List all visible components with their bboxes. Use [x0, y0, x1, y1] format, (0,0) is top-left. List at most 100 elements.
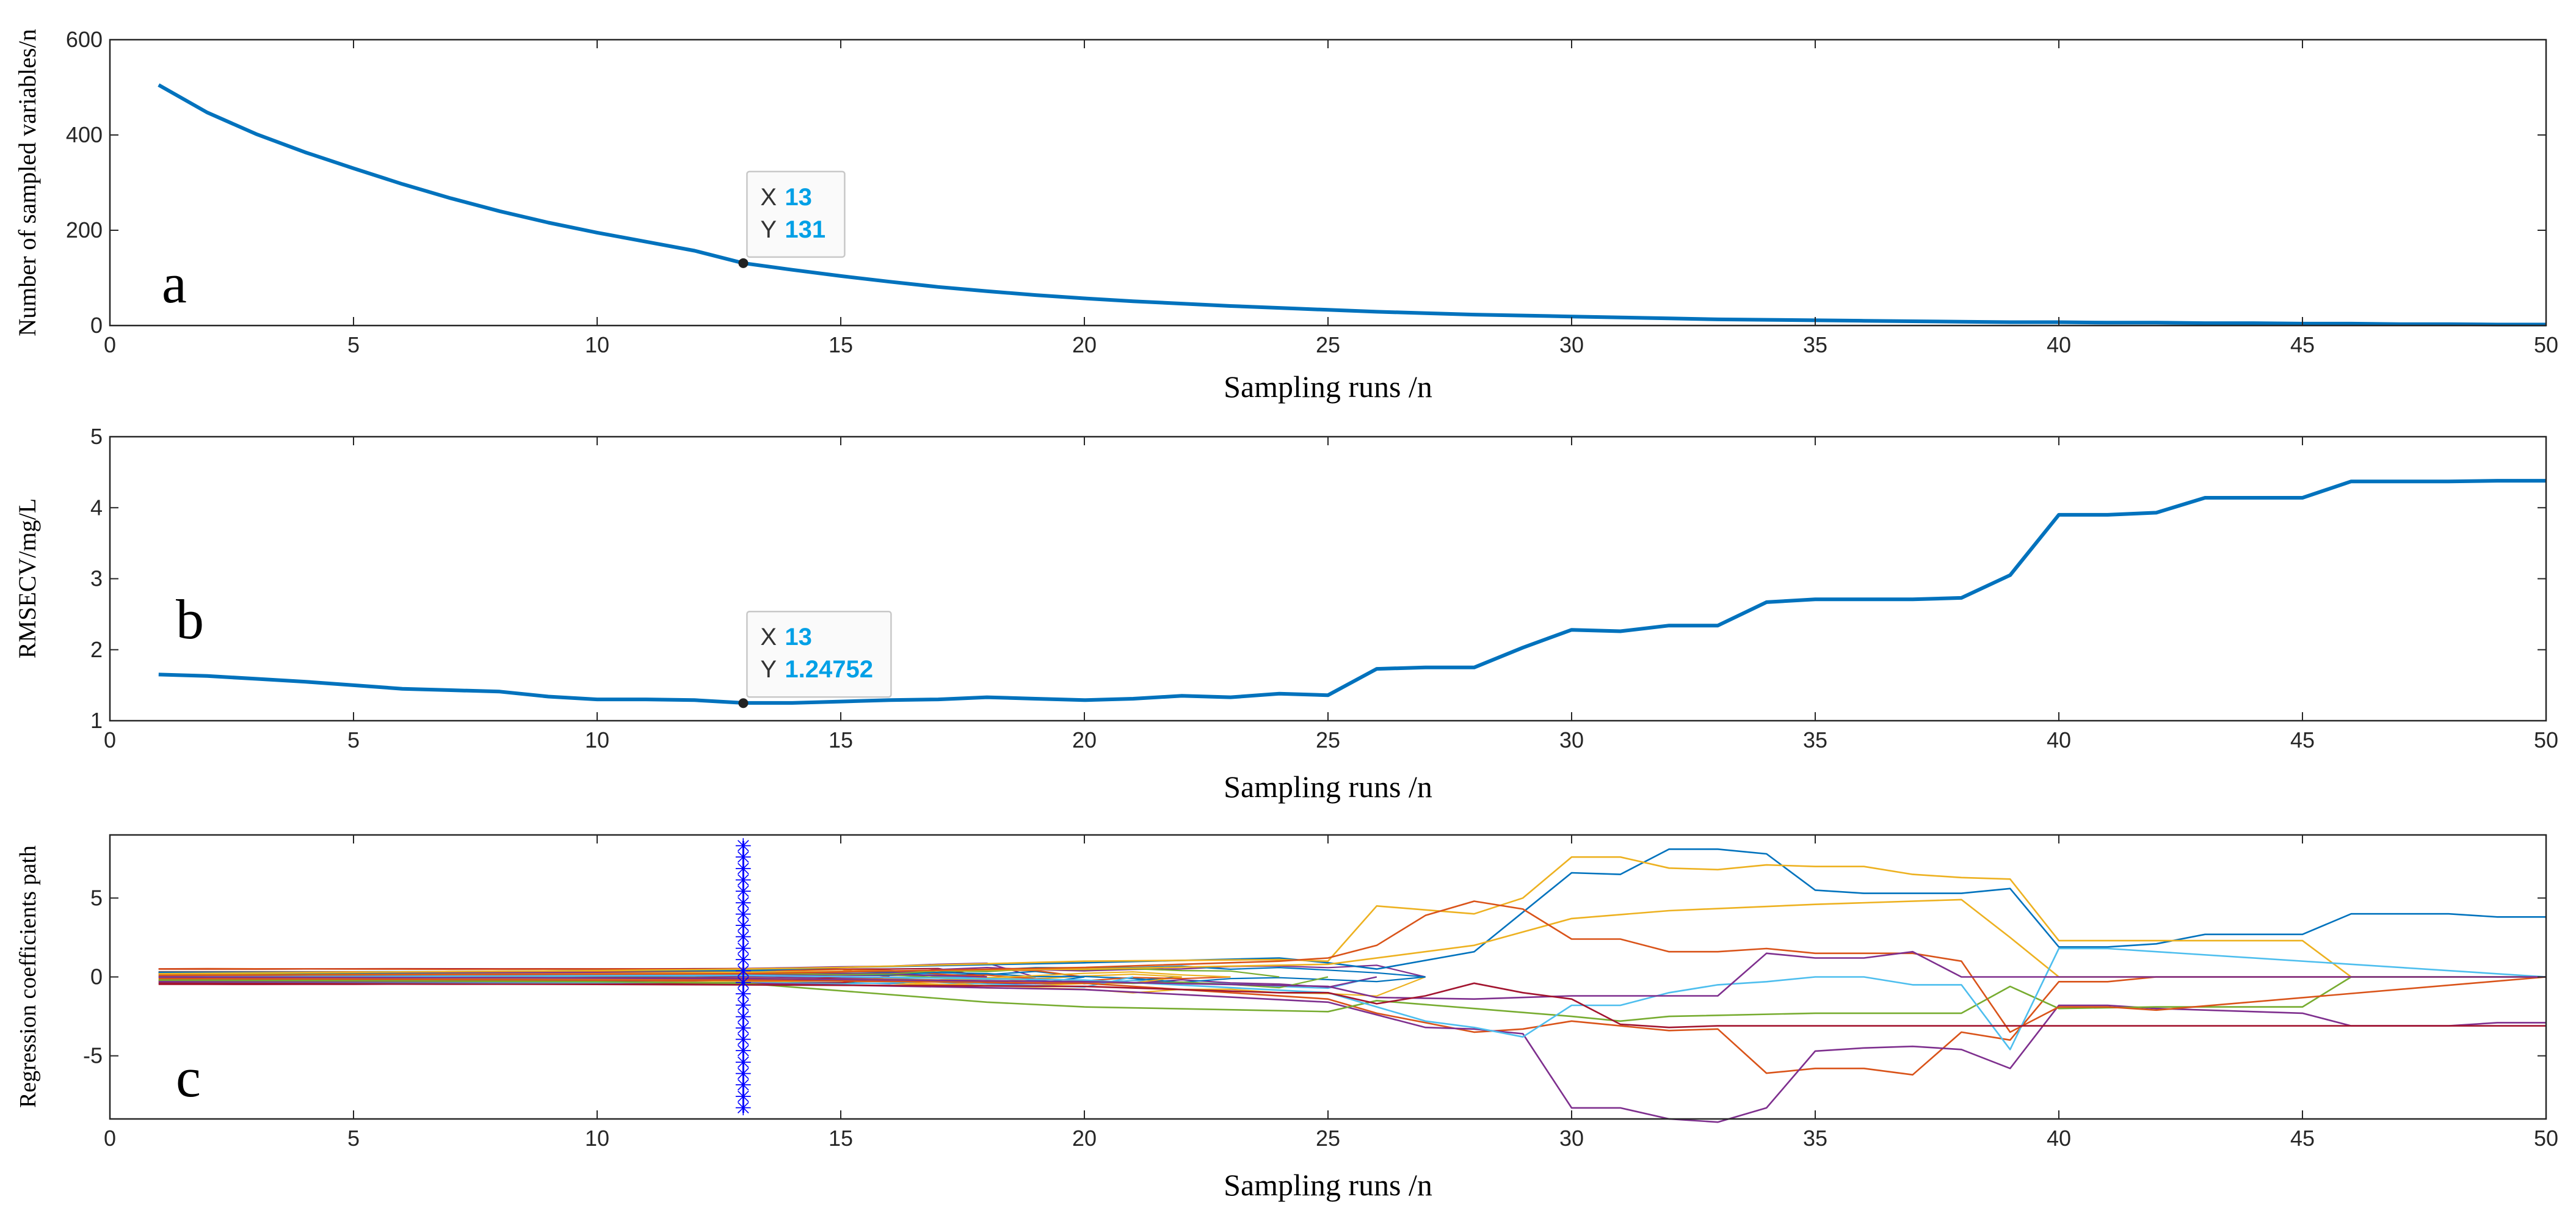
panel-a-ytick-label: 0	[90, 313, 103, 338]
panel-c-xlabel: Sampling runs /n	[1224, 1168, 1432, 1202]
panel-c-letter: c	[176, 1046, 201, 1109]
panel-b-ytick-label: 5	[90, 424, 103, 449]
panel-b-ytick-label: 4	[90, 495, 103, 520]
panel-b-xtick-label: 25	[1316, 727, 1340, 752]
panel-b-xlabel: Sampling runs /n	[1224, 770, 1432, 804]
panel-b-datatip-x-label: X	[760, 624, 777, 650]
panel-a-series-line	[158, 83, 2546, 327]
panel-c-star-marker: ✳	[735, 1074, 752, 1098]
panel-a-ytick-label: 600	[66, 27, 103, 52]
panel-c-series-line	[158, 976, 2546, 1076]
panel-c-star-marker: ✳	[735, 846, 752, 870]
panel-a-xtick-label: 25	[1316, 332, 1340, 357]
panel-c-ytick-label: -5	[83, 1043, 103, 1068]
panel-c-star-marker: ✳	[735, 1085, 752, 1109]
panel-b-datatip-y-label: Y	[760, 656, 777, 683]
panel-b-xtick-label: 50	[2534, 727, 2558, 752]
panel-c-xtick-label: 35	[1803, 1126, 1827, 1151]
panel-b-xtick-label: 30	[1559, 727, 1584, 752]
panel-a-xtick-label: 45	[2290, 332, 2315, 357]
panel-b-xtick-label: 0	[104, 727, 116, 752]
panel-a-datatip-x-label: X	[760, 184, 777, 211]
panel-c-xtick-label: 5	[347, 1126, 360, 1151]
panel-c-xtick-label: 25	[1316, 1126, 1340, 1151]
panel-a-xtick-label: 15	[829, 332, 853, 357]
panel-b-xtick-label: 5	[347, 727, 360, 752]
panel-c-xtick-label: 40	[2047, 1126, 2071, 1151]
panel-c-star-marker: ✳	[735, 949, 752, 973]
panel-b-letter: b	[176, 588, 204, 650]
panel-c-star-marker: ✳	[735, 857, 752, 881]
panel-c-series-line	[158, 848, 2546, 974]
panel-a-xtick-label: 20	[1072, 332, 1097, 357]
panel-a-ylabel: Number of sampled variables/n	[13, 29, 41, 336]
panel-b-ytick-label: 1	[90, 708, 103, 733]
panel-c-star-marker: ✳	[735, 982, 752, 1007]
panel-c-series-line	[158, 900, 2547, 1033]
panel-a-ytick-label: 400	[66, 122, 103, 147]
panel-b-datatip-box	[746, 610, 892, 698]
panel-c-star-marker: ✳	[735, 971, 752, 996]
panel-c-series-line	[158, 898, 2546, 978]
panel-b-datatip-x-value: 13	[785, 624, 812, 650]
panel-c-star-marker: ✳	[735, 1062, 752, 1087]
panel-a-xlabel: Sampling runs /n	[1224, 370, 1432, 404]
panel-c-xtick-label: 45	[2290, 1126, 2315, 1151]
panel-b-ylabel: RMSECV/mg/L	[13, 498, 41, 658]
panel-c-series-line	[158, 976, 2546, 1022]
panel-b-ytick-label: 3	[90, 566, 103, 591]
panel-c-star-marker: ✳	[735, 869, 752, 893]
panel-a-ytick-label: 200	[66, 217, 103, 242]
panel-c-ytick-label: 5	[90, 885, 103, 910]
panel-c-ylabel: Regression coefficients path	[15, 845, 41, 1108]
panel-c-series-line	[158, 947, 2547, 1051]
panel-a-datatip-y-value: 131	[785, 216, 825, 243]
panel-b-xtick-label: 15	[829, 727, 853, 752]
panel-b-xtick-label: 10	[585, 727, 609, 752]
panel-c-star-marker: ✳	[735, 914, 752, 939]
panel-a-datatip-x-value: 13	[785, 184, 812, 211]
panel-c-ytick-label: 0	[90, 964, 103, 989]
panel-c-xtick-label: 30	[1559, 1126, 1584, 1151]
panel-c-coefficients: 0 5 10 15 20 25 30 35 40 45 50 -5 0 5 Sampling runs /…	[15, 834, 2558, 1202]
panel-c-star-marker: ✳	[735, 891, 752, 916]
panel-c-star-marker: ✳	[735, 994, 752, 1018]
panel-c-star-marker: ✳	[735, 960, 752, 984]
panel-a-datatip-y-label: Y	[760, 216, 777, 243]
panel-c-star-marker: ✳	[735, 903, 752, 927]
panel-b-series-line	[158, 479, 2546, 705]
panel-c-series-line	[158, 982, 2546, 1029]
panel-c-xtick-label: 50	[2534, 1126, 2558, 1151]
panel-c-coef-path-bg	[158, 968, 987, 978]
panel-c-xtick-label: 20	[1072, 1126, 1097, 1151]
panel-c-xtick-label: 10	[585, 1126, 609, 1151]
panel-b-xtick-label: 45	[2290, 727, 2315, 752]
panel-a-xtick-label: 5	[347, 332, 360, 357]
panel-c-series-line	[158, 981, 2546, 1123]
panel-a-datatip-point[interactable]	[738, 258, 749, 268]
panel-a-xtick-label: 10	[585, 332, 609, 357]
panel-a-sampled-variables: 0 5 10 15 20 25 30 35 40 45 50 0 200 400 600 Sampling …	[13, 27, 2558, 404]
panel-b-xtick-label: 35	[1803, 727, 1827, 752]
panel-c-star-marker: ✳	[735, 937, 752, 961]
panel-b-ytick-label: 2	[90, 637, 103, 662]
panel-b-datatip-point[interactable]	[738, 698, 749, 708]
panel-c-series-line	[158, 950, 2546, 1000]
panel-c-star-marker: ✳	[735, 1096, 752, 1121]
panel-c-xtick-label: 0	[104, 1126, 116, 1151]
panel-c-star-marker: ✳	[735, 1040, 752, 1064]
panel-c-star-marker: ✳	[735, 834, 752, 859]
panel-c-star-marker: ✳	[735, 925, 752, 950]
panel-a-xtick-label: 35	[1803, 332, 1827, 357]
panel-c-star-marker: ✳	[735, 1005, 752, 1030]
panel-a-xtick-label: 30	[1559, 332, 1584, 357]
panel-c-star-marker: ✳	[735, 1051, 752, 1075]
panel-a-xtick-label: 40	[2047, 332, 2071, 357]
panel-c-star-marker: ✳	[735, 880, 752, 905]
panel-a-letter: a	[162, 252, 187, 315]
panel-c-star-marker: ✳	[735, 1016, 752, 1041]
panel-a-datatip-box	[746, 170, 846, 258]
